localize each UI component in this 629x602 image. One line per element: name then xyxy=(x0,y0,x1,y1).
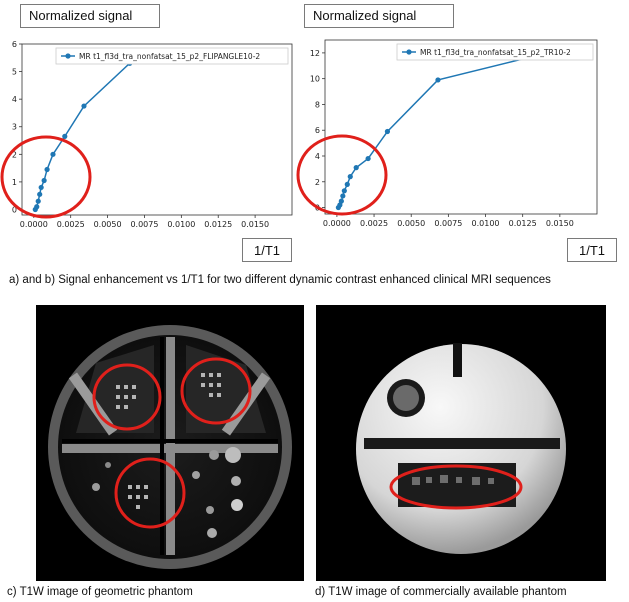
plot-frame xyxy=(21,43,293,216)
x-tick-label: 0.0025 xyxy=(360,219,388,228)
y-tick-label: 6 xyxy=(12,40,17,49)
data-point xyxy=(35,198,41,204)
x-tick-label: 0.0150 xyxy=(241,220,269,229)
highlight-circles-c xyxy=(92,357,252,529)
y-tick-label: 10 xyxy=(310,75,320,84)
x-tick-label: 0.0075 xyxy=(434,219,462,228)
x-tick-label: 0.0000 xyxy=(20,220,48,229)
y-tick-label: 5 xyxy=(12,68,17,77)
x-tick-label: 0.0125 xyxy=(204,220,232,229)
ylabel-box-b: Normalized signal xyxy=(304,4,454,28)
x-tick-label: 0.0075 xyxy=(130,220,158,229)
phantom-dot-pattern-1 xyxy=(116,385,136,409)
y-tick-label: 6 xyxy=(315,126,320,135)
y-tick-label: 2 xyxy=(12,150,17,159)
phantom-dark-bar xyxy=(364,438,560,449)
y-tick-label: 4 xyxy=(12,95,17,104)
data-point xyxy=(81,103,87,109)
chart-b: 0 2 4 6 8 10 12 0.0000 0.0025 0.0050 0.0075 0.0100 0… xyxy=(295,30,605,235)
data-point xyxy=(384,128,391,135)
phantom-commercial-svg xyxy=(316,305,606,581)
phantom-dot-pattern-3 xyxy=(128,485,148,509)
data-point xyxy=(365,155,371,162)
caption-d: d) T1W image of commercially available p… xyxy=(315,586,567,598)
data-point xyxy=(341,188,347,194)
legend-box xyxy=(396,43,594,61)
x-tick-label: 0.0125 xyxy=(509,219,537,228)
legend-box xyxy=(55,47,289,65)
data-point xyxy=(344,181,350,187)
y-tick-label: 2 xyxy=(315,178,320,187)
x-tick-label: 0.0000 xyxy=(323,219,351,228)
data-point xyxy=(38,184,44,191)
caption-ab: a) and b) Signal enhancement vs 1/T1 for… xyxy=(9,274,551,286)
y-tick-label: 12 xyxy=(310,49,320,58)
xlabel-b: 1/T1 xyxy=(578,243,605,258)
highlight-ellipse xyxy=(296,134,388,216)
data-point xyxy=(338,198,344,204)
phantom-block-pattern xyxy=(412,475,494,485)
xlabel-a: 1/T1 xyxy=(253,243,280,258)
highlight-circle-d xyxy=(389,464,523,510)
y-tick-label: 0 xyxy=(12,205,17,214)
phantom-round-inserts xyxy=(92,447,243,538)
y-tick-label: 1 xyxy=(12,178,17,187)
x-tick-label: 0.0025 xyxy=(57,220,85,229)
ylabel-box-a: Normalized signal xyxy=(20,4,160,28)
data-point xyxy=(41,177,47,184)
legend-label: MR t1_fl3d_tra_nonfatsat_15_p2_TR10-2 xyxy=(420,48,571,57)
phantom-dot-pattern-2 xyxy=(201,373,221,397)
data-point xyxy=(50,151,56,157)
phantom-image-geometric xyxy=(36,305,304,581)
data-point xyxy=(435,77,441,83)
y-tick-label: 3 xyxy=(12,123,17,132)
legend-marker xyxy=(65,53,71,59)
y-tick-label: 4 xyxy=(315,152,320,161)
x-tick-label: 0.0100 xyxy=(472,219,500,228)
chart-a-svg: 0 1 2 3 4 5 6 0.0000 0.0025 0.0050 0.0075 0.0100 0.0… xyxy=(0,40,293,229)
phantom-image-commercial xyxy=(316,305,606,581)
x-tick-label: 0.0150 xyxy=(546,219,574,228)
chart-a: 0 1 2 3 4 5 6 0.0000 0.0025 0.0050 0.0075 0.0100 0.0… xyxy=(0,30,300,235)
data-point xyxy=(44,166,50,173)
data-point xyxy=(37,191,43,197)
legend-label: MR t1_fl3d_tra_nonfatsat_15_p2_FLIPANGLE… xyxy=(79,52,260,61)
data-point xyxy=(340,193,346,199)
caption-c: c) T1W image of geometric phantom xyxy=(7,586,193,598)
data-point xyxy=(34,204,40,210)
x-tick-label: 0.0100 xyxy=(167,220,195,229)
y-tick-label: 8 xyxy=(315,100,320,109)
highlight-ellipse xyxy=(0,135,92,219)
x-tick-label: 0.0050 xyxy=(397,219,425,228)
data-point xyxy=(347,174,353,180)
plot-frame xyxy=(324,39,598,215)
x-tick-label: 0.0050 xyxy=(94,220,122,229)
phantom-cross-bar-v xyxy=(166,337,175,555)
xlabel-box-b: 1/T1 xyxy=(567,238,617,262)
data-point xyxy=(353,165,359,171)
phantom-geometric-svg xyxy=(36,305,304,581)
phantom-top-slot xyxy=(453,343,462,377)
xlabel-box-a: 1/T1 xyxy=(242,238,292,262)
ylabel-a: Normalized signal xyxy=(29,8,133,23)
ylabel-b: Normalized signal xyxy=(313,8,417,23)
data-point xyxy=(62,133,68,139)
legend-marker xyxy=(406,49,412,55)
